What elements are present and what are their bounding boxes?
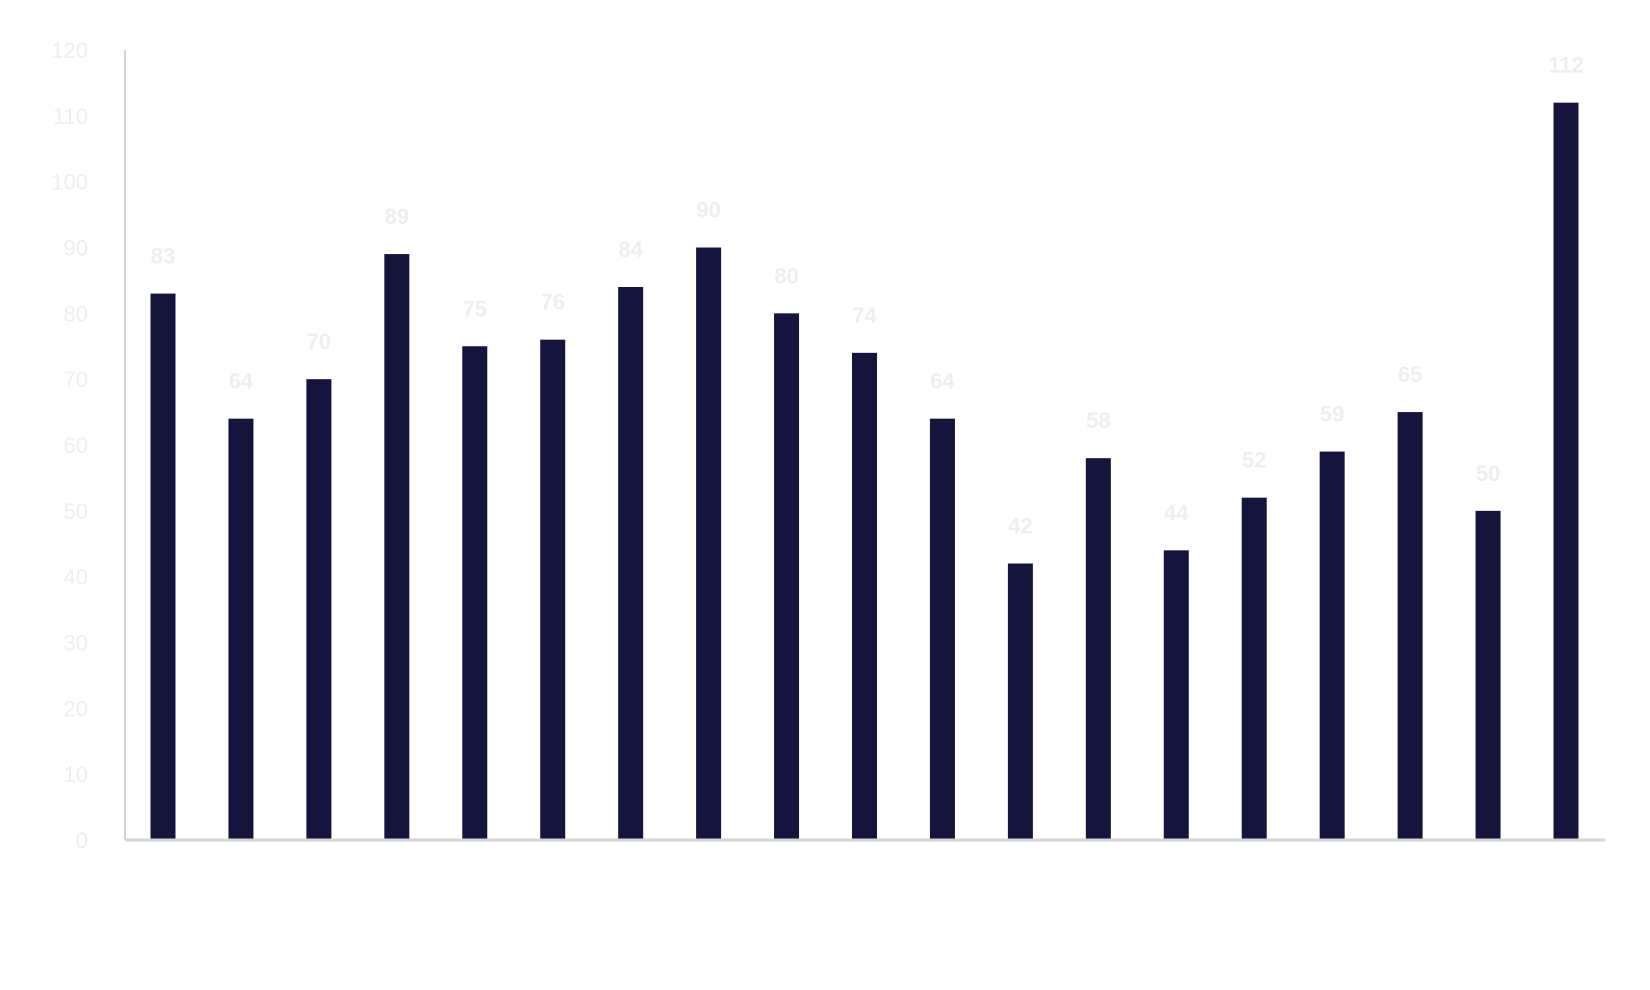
y-tick-label-0: 0 [76,828,88,853]
y-tick-label-2: 20 [64,696,88,721]
bar-8 [774,313,800,840]
data-label-10: 64 [930,369,955,394]
data-label-7: 90 [696,198,720,223]
data-label-14: 52 [1242,448,1266,473]
y-tick-label-7: 70 [64,367,88,392]
data-label-9: 74 [852,303,877,328]
data-label-13: 44 [1164,500,1189,525]
data-label-12: 58 [1086,408,1110,433]
bar-9 [852,352,877,840]
data-labels: 83 64 70 89 75 76 84 90 80 74 64 42 58 44 52 59 65 50 112 [151,53,1584,539]
bar-11 [1007,563,1033,840]
data-label-4: 75 [463,296,487,321]
y-tick-label-9: 90 [64,236,88,261]
bar-17 [1475,510,1501,840]
bar-18 [1553,102,1579,840]
bar-13 [1163,550,1189,840]
bar-2 [306,379,332,840]
bar-6 [618,287,644,840]
y-tick-label-8: 80 [64,301,88,326]
data-label-16: 65 [1398,362,1422,387]
bar-7 [696,247,722,840]
bar-4 [462,346,488,840]
data-label-8: 80 [774,263,798,288]
y-tick-label-3: 30 [64,631,88,656]
bar-16 [1397,412,1423,840]
bar-1 [228,418,254,840]
y-tick-label-12: 120 [51,38,88,63]
data-label-11: 42 [1008,514,1032,539]
y-tick-label-10: 100 [51,170,88,195]
data-label-3: 89 [385,204,409,229]
bar-10 [929,418,955,840]
y-tick-label-4: 40 [64,565,88,590]
y-tick-label-11: 110 [53,104,88,129]
y-tick-label-1: 10 [64,762,88,787]
y-tick-label-6: 60 [64,433,88,458]
y-tick-label-5: 50 [64,499,88,524]
data-label-18: 112 [1548,53,1584,78]
bar-series [150,102,1579,841]
bar-12 [1085,458,1111,840]
bar-5 [540,339,566,840]
y-axis-tick-labels: 0 10 20 30 40 50 60 70 80 90 100 110 120 [51,38,88,853]
data-label-1: 64 [229,369,254,394]
data-label-17: 50 [1476,461,1500,486]
data-label-0: 83 [151,244,175,269]
data-label-2: 70 [307,329,331,354]
bar-0 [150,293,176,840]
bar-15 [1319,451,1345,840]
data-label-15: 59 [1320,402,1344,427]
bar-3 [384,254,410,841]
data-label-6: 84 [618,237,643,262]
bar-14 [1241,497,1267,840]
data-label-5: 76 [540,290,564,315]
